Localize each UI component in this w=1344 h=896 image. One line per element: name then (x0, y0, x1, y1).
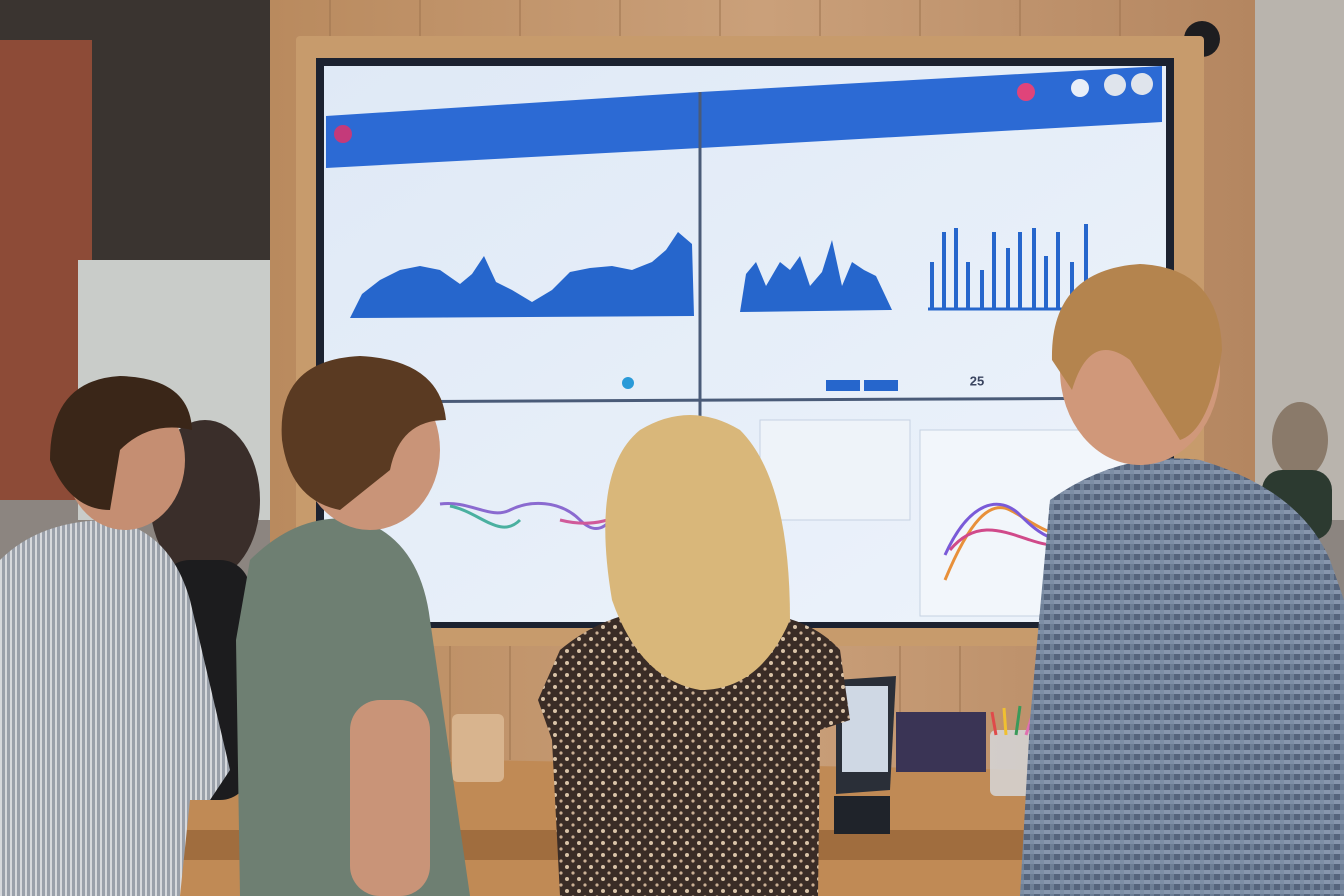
button[interactable] (826, 380, 860, 391)
avatar (1104, 74, 1126, 96)
laptop-base (834, 796, 890, 834)
wood-slats (329, 0, 1121, 760)
icon (1071, 79, 1089, 97)
person-dress (538, 608, 850, 896)
person-shirt (0, 520, 230, 896)
person-hair (1051, 264, 1222, 440)
logo (334, 125, 352, 143)
panel-divider (325, 396, 1163, 404)
cup (452, 714, 504, 782)
laptop-screen (842, 686, 888, 772)
dashboard-header (326, 66, 1162, 168)
person-hair (605, 415, 790, 690)
person-background (1272, 402, 1328, 478)
stat-value: 25 (970, 373, 984, 388)
avatar (1131, 73, 1153, 95)
tablet (896, 712, 986, 772)
person-hair (281, 356, 446, 510)
avatar (1017, 83, 1035, 101)
button[interactable] (864, 380, 898, 391)
panel (759, 419, 911, 521)
spike-chart (930, 224, 1088, 308)
person-shirt (1020, 458, 1344, 896)
pencil-cup (990, 730, 1034, 796)
icon (622, 377, 634, 389)
person-arm (350, 700, 430, 896)
person-hair (50, 376, 192, 510)
area-chart (740, 240, 892, 312)
area-chart (350, 232, 694, 318)
